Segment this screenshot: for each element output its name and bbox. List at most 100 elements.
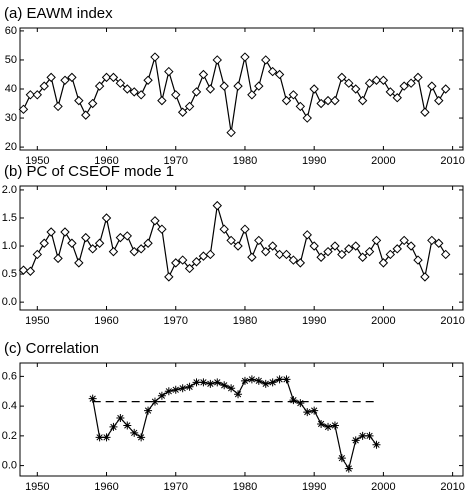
- marker: [351, 436, 360, 445]
- marker: [371, 75, 382, 85]
- marker: [427, 235, 437, 246]
- x-tick-label: 1950: [25, 315, 49, 327]
- marker: [32, 249, 43, 260]
- marker: [351, 84, 361, 94]
- marker: [191, 257, 202, 267]
- marker: [295, 258, 306, 268]
- marker: [434, 238, 444, 248]
- marker: [129, 246, 139, 257]
- marker: [406, 241, 416, 251]
- marker: [122, 231, 132, 241]
- marker: [212, 55, 222, 65]
- marker: [323, 95, 333, 106]
- x-tick-label: 2010: [440, 481, 464, 490]
- marker: [365, 431, 374, 440]
- marker: [337, 72, 347, 83]
- marker: [281, 249, 292, 260]
- marker: [247, 90, 257, 100]
- y-tick-label: 50: [5, 54, 17, 66]
- x-tick-label: 1960: [94, 481, 118, 490]
- x-tick-label: 1950: [25, 155, 49, 167]
- marker: [60, 75, 70, 85]
- marker: [234, 390, 243, 399]
- marker: [115, 78, 126, 88]
- marker: [150, 397, 159, 406]
- marker: [240, 224, 250, 234]
- marker: [295, 101, 306, 112]
- marker: [288, 255, 299, 265]
- x-tick-label: 1980: [233, 315, 257, 327]
- marker: [316, 252, 326, 262]
- marker: [94, 238, 105, 248]
- marker: [143, 238, 153, 248]
- marker: [323, 246, 333, 257]
- marker: [344, 464, 353, 473]
- x-tick-label: 1960: [94, 315, 118, 327]
- marker: [212, 200, 222, 211]
- marker: [74, 258, 84, 268]
- marker: [364, 246, 375, 257]
- marker: [164, 272, 174, 282]
- marker: [240, 376, 249, 385]
- marker: [150, 52, 160, 62]
- plot-frame: [19, 362, 464, 477]
- marker: [267, 241, 278, 251]
- marker: [282, 375, 291, 384]
- marker: [129, 87, 139, 97]
- marker: [171, 258, 181, 268]
- marker: [102, 433, 111, 442]
- x-tick-label: 2010: [440, 155, 464, 167]
- marker: [220, 381, 229, 390]
- marker: [136, 90, 146, 100]
- marker: [254, 376, 263, 385]
- marker: [254, 235, 264, 246]
- marker: [247, 375, 256, 384]
- marker: [53, 253, 63, 264]
- marker: [25, 90, 36, 100]
- y-tick-label: 40: [5, 83, 17, 95]
- marker: [171, 385, 180, 394]
- marker: [274, 69, 285, 80]
- marker: [18, 265, 29, 275]
- marker: [302, 230, 312, 240]
- marker: [310, 406, 319, 415]
- x-tick-label: 1970: [164, 481, 188, 490]
- marker: [337, 454, 346, 463]
- y-tick-label: 20: [5, 141, 17, 153]
- marker: [399, 81, 409, 91]
- marker: [101, 72, 112, 83]
- marker: [261, 246, 271, 257]
- marker: [108, 246, 119, 257]
- marker: [199, 378, 208, 387]
- marker: [317, 419, 326, 428]
- y-tick-label: 0.4: [2, 400, 17, 412]
- panel-title: (a) EAWM index: [4, 5, 113, 22]
- marker: [67, 238, 77, 248]
- marker: [364, 78, 375, 88]
- marker: [136, 244, 146, 254]
- marker: [434, 95, 444, 106]
- marker: [351, 241, 361, 251]
- marker: [95, 433, 104, 442]
- marker: [226, 127, 236, 138]
- panel-title: (c) Correlation: [4, 340, 99, 357]
- marker: [288, 90, 299, 100]
- x-tick-label: 1990: [302, 481, 326, 490]
- marker: [53, 101, 63, 112]
- marker: [378, 258, 389, 268]
- marker: [184, 263, 195, 274]
- marker: [372, 440, 381, 449]
- x-tick-label: 1990: [302, 315, 326, 327]
- marker: [150, 216, 160, 226]
- marker: [440, 84, 451, 94]
- marker: [39, 238, 49, 248]
- marker: [357, 95, 368, 106]
- marker: [74, 95, 84, 106]
- marker: [378, 75, 389, 85]
- y-tick-label: 2.0: [2, 184, 17, 196]
- marker: [385, 249, 396, 260]
- marker: [267, 66, 278, 77]
- y-tick-label: 30: [5, 112, 17, 124]
- marker: [81, 232, 91, 243]
